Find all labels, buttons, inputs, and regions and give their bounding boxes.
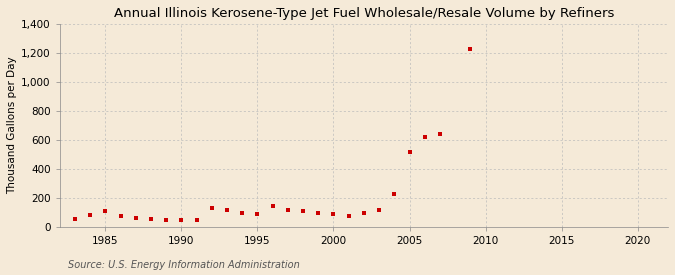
Point	[298, 209, 308, 213]
Point	[374, 207, 385, 212]
Point	[465, 46, 476, 51]
Point	[70, 217, 80, 221]
Point	[313, 210, 324, 215]
Point	[419, 135, 430, 139]
Point	[191, 218, 202, 222]
Point	[267, 204, 278, 208]
Point	[404, 149, 415, 154]
Point	[237, 210, 248, 215]
Point	[130, 216, 141, 221]
Text: Source: U.S. Energy Information Administration: Source: U.S. Energy Information Administ…	[68, 260, 299, 270]
Point	[85, 213, 96, 218]
Point	[282, 207, 293, 212]
Point	[207, 206, 217, 210]
Point	[115, 214, 126, 218]
Y-axis label: Thousand Gallons per Day: Thousand Gallons per Day	[7, 57, 17, 194]
Point	[176, 218, 187, 223]
Point	[435, 132, 446, 136]
Point	[358, 210, 369, 215]
Point	[221, 207, 232, 212]
Point	[161, 218, 171, 222]
Point	[100, 209, 111, 213]
Point	[389, 191, 400, 196]
Title: Annual Illinois Kerosene-Type Jet Fuel Wholesale/Resale Volume by Refiners: Annual Illinois Kerosene-Type Jet Fuel W…	[113, 7, 614, 20]
Point	[252, 212, 263, 216]
Point	[344, 214, 354, 218]
Point	[146, 217, 157, 221]
Point	[328, 212, 339, 216]
